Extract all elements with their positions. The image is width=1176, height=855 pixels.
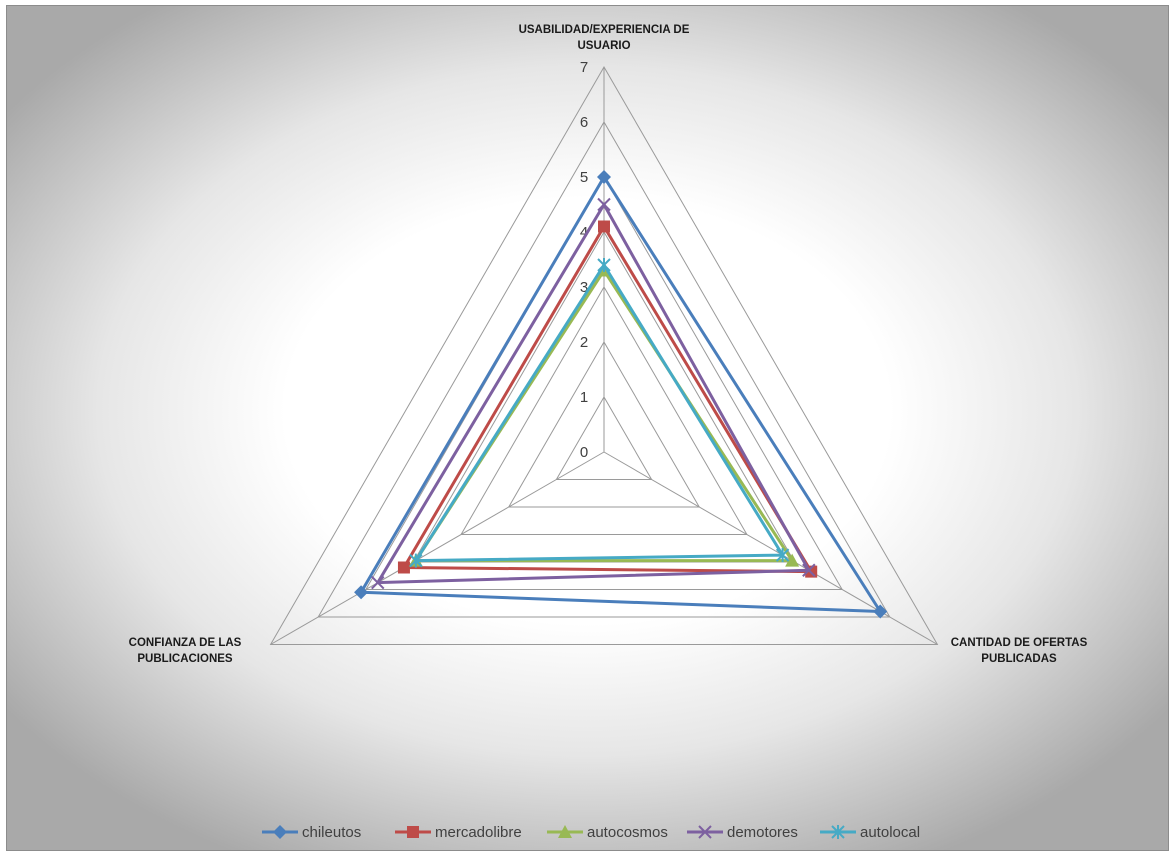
chart-area: USABILIDAD/EXPERIENCIA DE USUARIO CANTIDAD…: [6, 5, 1169, 851]
data-point-mercadolibre-0: [598, 220, 610, 233]
data-point-demotores-1: [802, 563, 816, 577]
data-point-demotores-2: [371, 575, 385, 590]
series-layer: [354, 170, 888, 619]
series-chileutos: [354, 170, 888, 619]
legend-marker-mercadolibre: [407, 826, 419, 838]
legend-label-demotores: demotores: [727, 824, 798, 841]
series-demotores: [371, 197, 816, 590]
series-mercadolibre: [397, 220, 818, 578]
data-point-demotores-0: [597, 197, 611, 212]
grid-ring-6: [317, 121, 891, 618]
axis-label-2: CONFIANZA DE LAS PUBLICACIONES: [129, 637, 242, 665]
series-autolocal: [409, 258, 790, 568]
data-point-chileutos-0: [597, 170, 611, 184]
legend-label-autocosmos: autocosmos: [587, 824, 668, 841]
radar-grid: [269, 66, 939, 645]
grid-ring-7: [269, 66, 939, 645]
data-point-autolocal-0: [597, 258, 611, 272]
data-point-autolocal-1: [775, 548, 790, 563]
grid-ring-1: [555, 396, 653, 480]
tick-label-4: 4: [580, 224, 588, 241]
legend-item-autolocal: autolocal: [820, 824, 920, 841]
axis-labels: USABILIDAD/EXPERIENCIA DE USUARIO CANTIDAD…: [129, 24, 1088, 665]
series-line-autolocal: [414, 263, 785, 563]
legend-label-chileutos: chileutos: [302, 824, 361, 841]
radar-chart: USABILIDAD/EXPERIENCIA DE USUARIO CANTIDAD…: [129, 24, 1088, 841]
axis-label-1: CANTIDAD DE OFERTAS PUBLICADAS: [951, 637, 1088, 665]
data-point-chileutos-1: [873, 604, 888, 619]
tick-label-3: 3: [580, 279, 588, 296]
legend-marker-demotores: [698, 825, 712, 839]
tick-label-6: 6: [580, 114, 588, 131]
legend-item-chileutos: chileutos: [262, 824, 361, 841]
legend-marker-autocosmos: [558, 825, 572, 838]
tick-label-0: 0: [580, 444, 588, 461]
data-point-autolocal-2: [409, 553, 423, 568]
data-point-mercadolibre-2: [397, 561, 410, 574]
legend-marker-autolocal: [831, 825, 845, 839]
legend-item-demotores: demotores: [687, 824, 798, 841]
tick-label-1: 1: [580, 389, 588, 406]
tick-labels: 0 1 2 3 4 5 6 7: [580, 59, 588, 461]
legend-item-mercadolibre: mercadolibre: [395, 824, 522, 841]
legend-marker-chileutos: [273, 825, 287, 839]
grid-spoke-2: [270, 451, 605, 645]
axis-label-0: USABILIDAD/EXPERIENCIA DE USUARIO: [519, 24, 690, 52]
series-line-demotores: [376, 203, 811, 585]
data-point-chileutos-2: [354, 585, 369, 600]
legend-label-mercadolibre: mercadolibre: [435, 824, 522, 841]
grid-ring-3: [460, 285, 748, 535]
series-line-mercadolibre: [402, 225, 813, 574]
tick-label-5: 5: [580, 169, 588, 186]
legend-label-autolocal: autolocal: [860, 824, 920, 841]
data-point-autocosmos-1: [785, 553, 800, 567]
tick-label-2: 2: [580, 334, 588, 351]
tick-label-7: 7: [580, 59, 588, 76]
series-line-chileutos: [359, 175, 882, 613]
grid-spoke-1: [603, 451, 938, 645]
legend: chileutos mercadolibre autocosmos demotores…: [262, 824, 920, 841]
legend-item-autocosmos: autocosmos: [547, 824, 668, 841]
grid-ring-2: [507, 341, 701, 508]
